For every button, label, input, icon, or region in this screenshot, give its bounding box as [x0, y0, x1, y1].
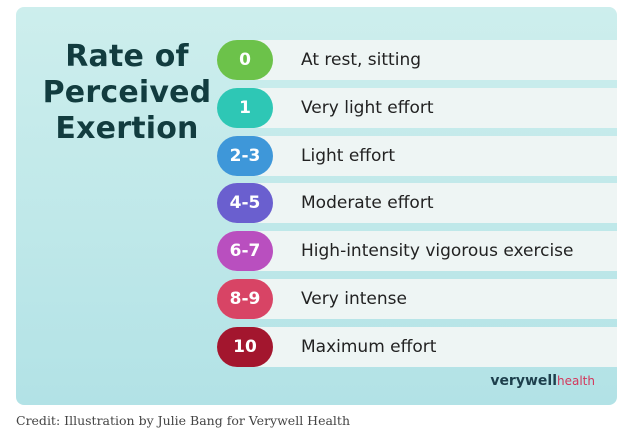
- level-label: High-intensity vigorous exercise: [301, 241, 574, 262]
- level-label: Maximum effort: [301, 336, 437, 357]
- level-badge: 0: [217, 40, 273, 80]
- scale-row: 10 Maximum effort: [217, 326, 617, 367]
- level-badge: 4-5: [217, 183, 273, 224]
- scale-row: 2-3 Light effort: [217, 135, 617, 176]
- scale-row: 1 Very light effort: [217, 87, 617, 128]
- scale-row: 6-7 High-intensity vigorous exercise: [217, 231, 617, 272]
- level-label: Very light effort: [301, 97, 434, 118]
- brand-logo: verywellhealth: [490, 373, 595, 389]
- level-badge: 8-9: [217, 278, 273, 319]
- title-line: Rate of: [65, 39, 189, 74]
- exertion-scale-list: 0 At rest, sitting 1 Very light effort 2…: [217, 40, 617, 375]
- scale-row: 4-5 Moderate effort: [217, 183, 617, 224]
- title-line: Exertion: [55, 111, 199, 146]
- infographic-card: Rate of Perceived Exertion 0 At rest, si…: [16, 7, 617, 405]
- image-credit: Credit: Illustration by Julie Bang for V…: [16, 413, 350, 428]
- level-badge: 1: [217, 87, 273, 128]
- scale-row: 8-9 Very intense: [217, 278, 617, 319]
- title-line: Perceived: [42, 75, 212, 110]
- level-badge: 6-7: [217, 231, 273, 272]
- scale-row: 0 At rest, sitting: [217, 40, 617, 80]
- level-badge: 10: [217, 326, 273, 367]
- level-label: Very intense: [301, 288, 407, 309]
- level-label: Light effort: [301, 145, 396, 166]
- logo-brand: verywell: [490, 373, 557, 389]
- level-label: Moderate effort: [301, 193, 434, 214]
- level-badge: 2-3: [217, 135, 273, 176]
- infographic-title: Rate of Perceived Exertion: [34, 39, 220, 147]
- level-label: At rest, sitting: [301, 50, 422, 70]
- logo-sub: health: [557, 374, 595, 388]
